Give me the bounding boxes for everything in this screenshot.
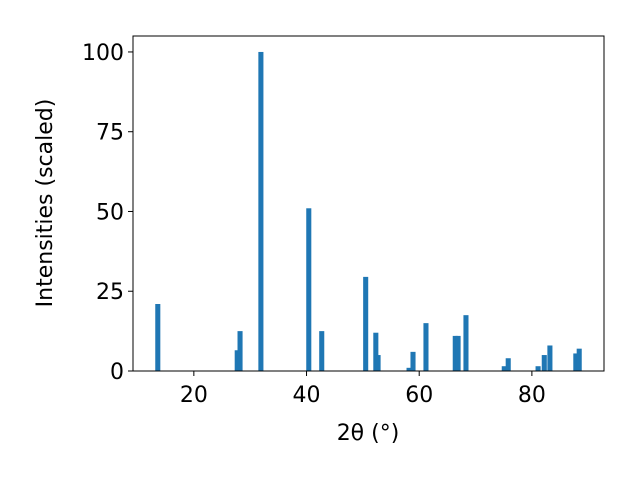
x-axis-label: 2θ (°) xyxy=(337,421,400,446)
bar xyxy=(319,331,325,371)
bar xyxy=(423,323,429,371)
y-tick-label: 25 xyxy=(96,280,124,305)
bar xyxy=(455,335,461,371)
y-tick-label: 75 xyxy=(96,121,124,146)
x-tick-label: 40 xyxy=(293,383,321,408)
bar xyxy=(375,355,381,371)
bar xyxy=(406,367,412,371)
y-axis-label: Intensities (scaled) xyxy=(33,99,58,308)
bar xyxy=(573,353,579,371)
y-tick-label: 0 xyxy=(110,360,124,385)
bar xyxy=(505,358,511,371)
bar xyxy=(541,355,547,371)
bar xyxy=(576,348,582,371)
bar xyxy=(410,351,416,371)
bar xyxy=(463,315,469,371)
x-tick-label: 60 xyxy=(405,383,433,408)
bar xyxy=(237,331,243,371)
bar xyxy=(373,332,379,371)
bar xyxy=(452,335,458,371)
bar xyxy=(535,366,541,371)
bar xyxy=(547,345,553,371)
plot-frame xyxy=(132,35,605,372)
y-tick-label: 100 xyxy=(82,41,124,66)
bar xyxy=(501,366,507,371)
bar xyxy=(363,276,369,371)
bar xyxy=(258,51,264,371)
bar xyxy=(234,350,240,371)
x-tick-label: 20 xyxy=(180,383,208,408)
bar xyxy=(306,208,312,371)
y-tick-label: 50 xyxy=(96,200,124,225)
bar xyxy=(155,304,161,371)
x-tick-label: 80 xyxy=(518,383,546,408)
